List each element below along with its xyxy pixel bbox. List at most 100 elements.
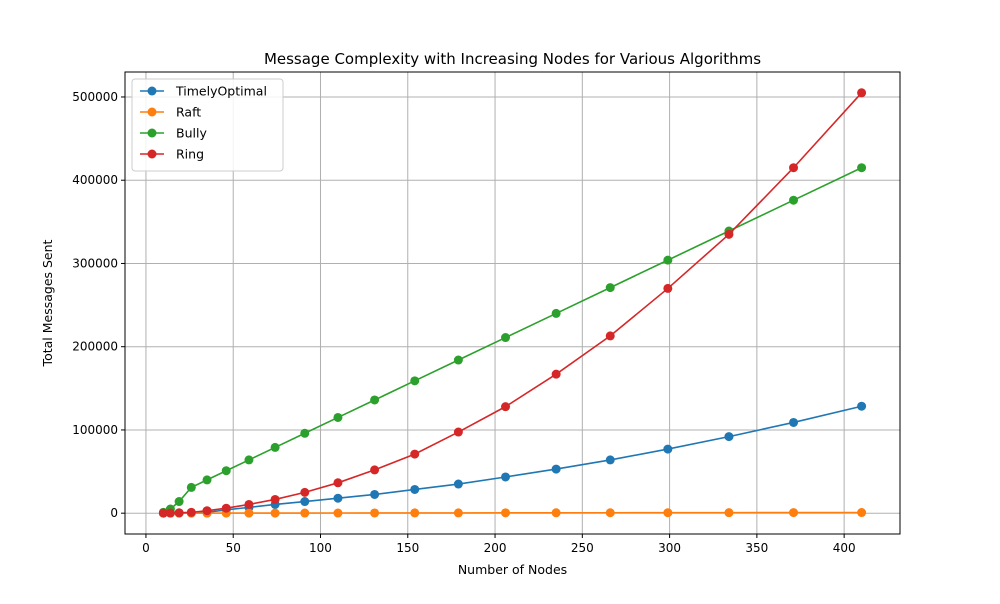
data-point-bully (270, 442, 280, 452)
legend: TimelyOptimal Raft Bully Ring (131, 78, 284, 172)
data-point-timelyoptimal (410, 484, 420, 494)
y-tick-label: 400000 (72, 173, 118, 187)
data-point-ring (410, 449, 420, 459)
y-tick-label: 500000 (72, 90, 118, 104)
legend-label-ring: Ring (176, 147, 204, 162)
data-point-raft (501, 508, 511, 518)
data-point-ring (202, 506, 212, 516)
data-point-bully (221, 466, 231, 476)
data-point-bully (202, 475, 212, 485)
data-point-ring (333, 478, 343, 488)
data-point-timelyoptimal (501, 472, 511, 482)
data-point-bully (789, 195, 799, 205)
data-point-raft (453, 508, 463, 518)
data-point-bully (370, 395, 380, 405)
data-point-timelyoptimal (300, 497, 310, 507)
axes-layer: 0 50 100 150 200 250 300 350 400 0 100000 200000 300… (72, 90, 855, 555)
data-point-bully (857, 163, 867, 173)
data-point-raft (410, 508, 420, 518)
data-point-bully (605, 283, 615, 293)
data-point-ring (501, 402, 511, 412)
data-point-timelyoptimal (724, 432, 734, 442)
plot-frame (124, 71, 901, 535)
legend-label-timelyoptimal: TimelyOptimal (175, 84, 267, 99)
x-axis-title: Number of Nodes (458, 562, 567, 577)
data-point-raft (244, 508, 254, 518)
y-tick-label: 0 (110, 506, 118, 520)
data-point-timelyoptimal (789, 417, 799, 427)
data-point-bully (186, 482, 196, 492)
legend-marker-ring (147, 149, 157, 159)
series-raft (158, 508, 867, 518)
data-point-ring (186, 507, 196, 517)
series-timelyoptimal (158, 401, 867, 518)
data-point-timelyoptimal (605, 455, 615, 465)
data-point-raft (370, 508, 380, 518)
data-point-bully (244, 455, 254, 465)
legend-marker-bully (147, 128, 157, 138)
x-tick-label: 100 (309, 541, 332, 555)
data-point-ring (158, 508, 168, 518)
data-point-raft (333, 508, 343, 518)
data-point-bully (300, 428, 310, 438)
x-tick-label: 50 (226, 541, 241, 555)
data-point-bully (551, 308, 561, 318)
data-point-ring (789, 163, 799, 173)
data-point-bully (174, 497, 184, 507)
x-tick-label: 300 (658, 541, 681, 555)
data-point-ring (605, 331, 615, 341)
chart-title: Message Complexity with Increasing Nodes… (264, 50, 761, 68)
data-point-raft (663, 508, 673, 518)
legend-label-bully: Bully (176, 126, 207, 141)
data-point-timelyoptimal (453, 479, 463, 489)
x-tick-label: 150 (396, 541, 419, 555)
y-axis-title: Total Messages Sent (40, 239, 55, 367)
data-point-timelyoptimal (551, 464, 561, 474)
data-point-timelyoptimal (663, 444, 673, 454)
x-tick-label: 250 (571, 541, 594, 555)
data-point-raft (789, 508, 799, 518)
data-point-raft (270, 508, 280, 518)
data-point-bully (663, 255, 673, 265)
data-point-raft (857, 508, 867, 518)
series-bully (158, 163, 867, 517)
data-point-bully (453, 355, 463, 365)
legend-marker-timelyoptimal (147, 86, 157, 96)
data-point-ring (244, 499, 254, 509)
legend-box (131, 78, 284, 172)
series-layer (158, 88, 867, 518)
data-point-timelyoptimal (857, 401, 867, 411)
series-ring (158, 88, 867, 518)
legend-marker-raft (147, 107, 157, 117)
data-point-ring (663, 283, 673, 293)
y-tick-label: 300000 (72, 256, 118, 270)
data-point-ring (453, 427, 463, 437)
data-point-bully (333, 412, 343, 422)
data-point-ring (174, 508, 184, 518)
series-line-raft (163, 511, 862, 514)
data-point-ring (165, 508, 175, 518)
data-point-bully (410, 376, 420, 386)
x-tick-label: 350 (745, 541, 768, 555)
data-point-ring (300, 487, 310, 497)
legend-label-raft: Raft (176, 105, 201, 120)
data-point-timelyoptimal (333, 493, 343, 503)
data-point-ring (724, 229, 734, 239)
data-point-ring (370, 465, 380, 475)
data-point-ring (270, 494, 280, 504)
data-point-bully (501, 333, 511, 343)
data-point-ring (857, 88, 867, 98)
data-point-timelyoptimal (370, 489, 380, 499)
x-tick-label: 200 (484, 541, 507, 555)
y-tick-label: 200000 (72, 340, 118, 354)
y-tick-label: 100000 (72, 423, 118, 437)
data-point-ring (221, 503, 231, 513)
x-tick-label: 400 (833, 541, 856, 555)
data-point-raft (551, 508, 561, 518)
x-tick-label: 0 (142, 541, 150, 555)
data-point-ring (551, 369, 561, 379)
data-point-raft (605, 508, 615, 518)
data-point-raft (300, 508, 310, 518)
